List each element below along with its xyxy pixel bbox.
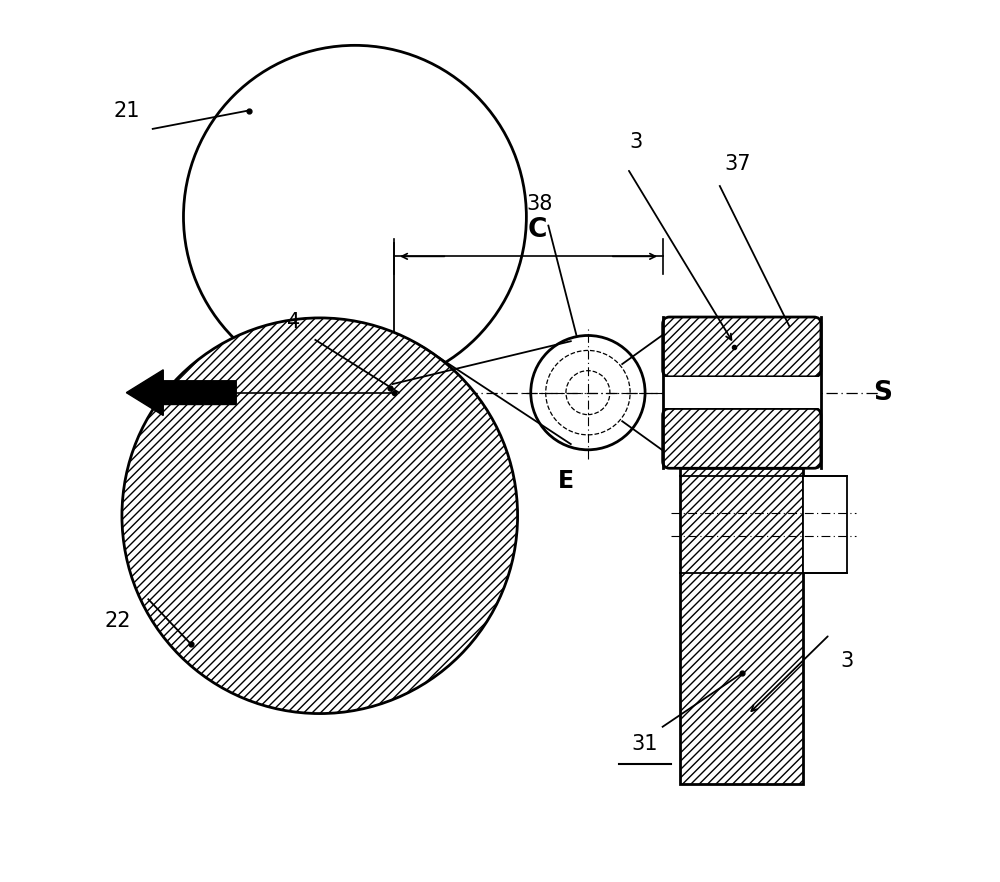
Text: 38: 38 [526,194,553,213]
Bar [803,476,847,573]
Text: 31: 31 [632,735,658,754]
Bar [663,377,821,408]
Text: 3: 3 [630,132,643,152]
Circle shape [122,318,518,714]
FancyBboxPatch shape [663,317,821,377]
FancyBboxPatch shape [663,408,821,468]
Text: 21: 21 [113,101,140,122]
Text: 3: 3 [841,651,854,671]
Bar [680,468,803,784]
Text: C: C [528,217,547,243]
Text: E: E [558,468,574,492]
Text: 4: 4 [287,312,300,333]
Text: 37: 37 [724,154,751,174]
FancyArrow shape [126,370,236,415]
Text: S: S [873,379,892,406]
Text: 22: 22 [104,611,131,632]
